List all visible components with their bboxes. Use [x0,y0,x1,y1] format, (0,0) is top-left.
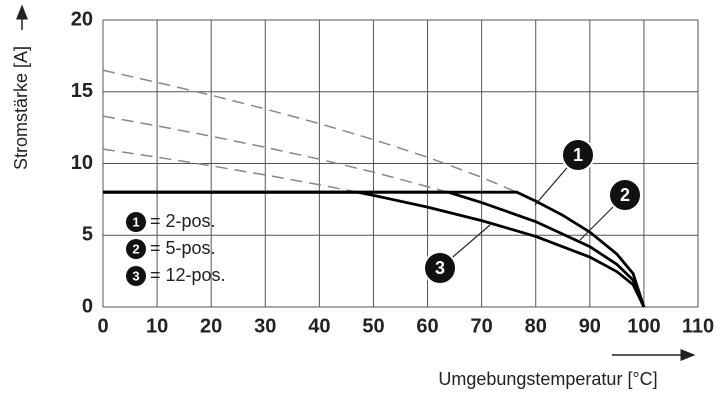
callout-number: 2 [620,185,630,205]
legend-number: 1 [132,214,139,229]
y-tick-label: 5 [82,224,93,246]
x-tick-label: 110 [682,315,714,337]
y-tick-label: 15 [71,80,93,102]
legend-label: = 2-pos. [150,211,216,231]
x-tick-label: 20 [200,315,222,337]
x-tick-label: 30 [254,315,276,337]
dashed-line [102,69,518,193]
x-tick-label: 60 [416,315,438,337]
x-tick-label: 100 [627,315,660,337]
y-tick-label: 0 [82,295,93,317]
legend-label: = 12-pos. [150,265,226,285]
dashed-line [102,115,449,193]
legend-number: 3 [132,268,139,283]
legend-label: = 5-pos. [150,238,216,258]
callout-circle [561,138,595,172]
series-line [103,190,646,308]
legend-marker [126,239,146,259]
legend-marker [126,212,146,232]
y-tick-label: 20 [71,8,93,30]
series-line [103,190,646,308]
series-line [103,190,646,308]
callout-circle [608,178,642,212]
x-tick-label: 0 [97,315,108,337]
x-tick-label: 50 [362,315,384,337]
x-tick-label: 80 [525,315,547,337]
callout-number: 3 [435,258,445,278]
x-tick-label: 10 [146,315,168,337]
x-tick-label: 90 [579,315,601,337]
legend-number: 2 [132,241,139,256]
y-axis-title: Stromstärke [A] [11,46,31,170]
legend-marker [126,266,146,286]
y-tick-label: 10 [71,152,93,174]
callout-circle [423,251,457,285]
callout-number: 1 [573,145,583,165]
dashed-line [102,148,358,193]
x-axis-title: Umgebungstemperatur [°C] [438,369,657,389]
x-tick-label: 40 [308,315,330,337]
x-tick-label: 70 [471,315,493,337]
